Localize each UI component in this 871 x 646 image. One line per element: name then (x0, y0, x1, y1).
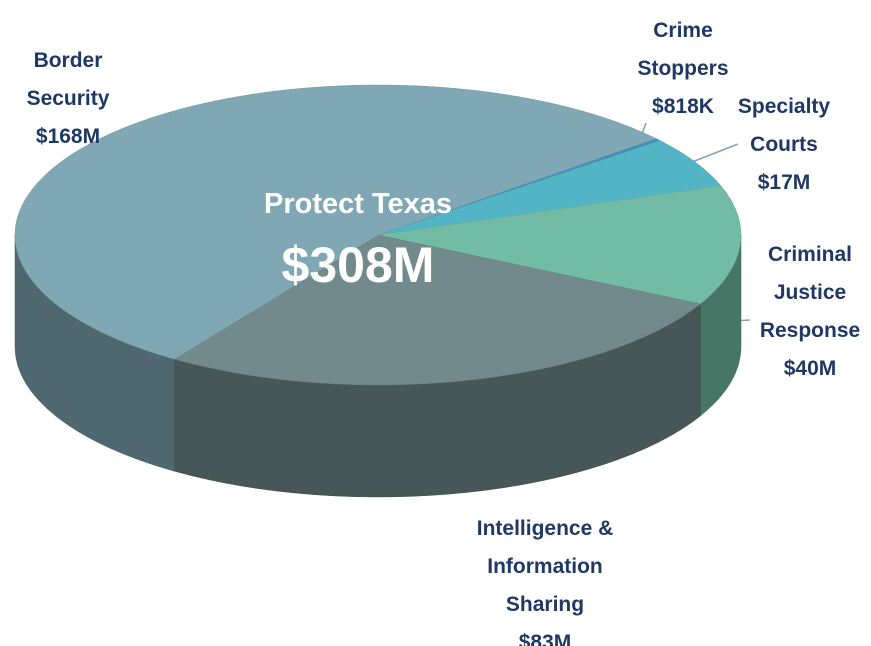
value-label: $818K (652, 95, 714, 118)
slice-label: Intelligence & Information Sharing $83M (450, 510, 640, 646)
slice (173, 234, 701, 386)
value-label: $40M (783, 357, 837, 380)
slice-label: Criminal Justice Response $40M (745, 236, 871, 388)
slice-label: Specialty Courts $17M (729, 88, 839, 202)
chart-title: Protect Texas (263, 188, 453, 220)
pie-sides (14, 234, 742, 498)
value-label: $83M (518, 631, 572, 646)
chart-total: $308M (281, 237, 435, 293)
category-name: Intelligence & Information Sharing (476, 517, 614, 616)
value-label: $17M (757, 171, 811, 194)
pie-tops (14, 84, 742, 386)
category-name: Border Security (26, 49, 110, 110)
slice-label: Crime Stoppers $818K (628, 12, 738, 126)
category-name: Criminal Justice Response (759, 243, 861, 342)
value-label: $168M (35, 125, 101, 148)
slice-label: Border Security $168M (8, 42, 128, 156)
category-name: Specialty Courts (737, 95, 831, 156)
category-name: Crime Stoppers (637, 19, 729, 80)
slice (14, 84, 657, 360)
slice (377, 185, 742, 305)
